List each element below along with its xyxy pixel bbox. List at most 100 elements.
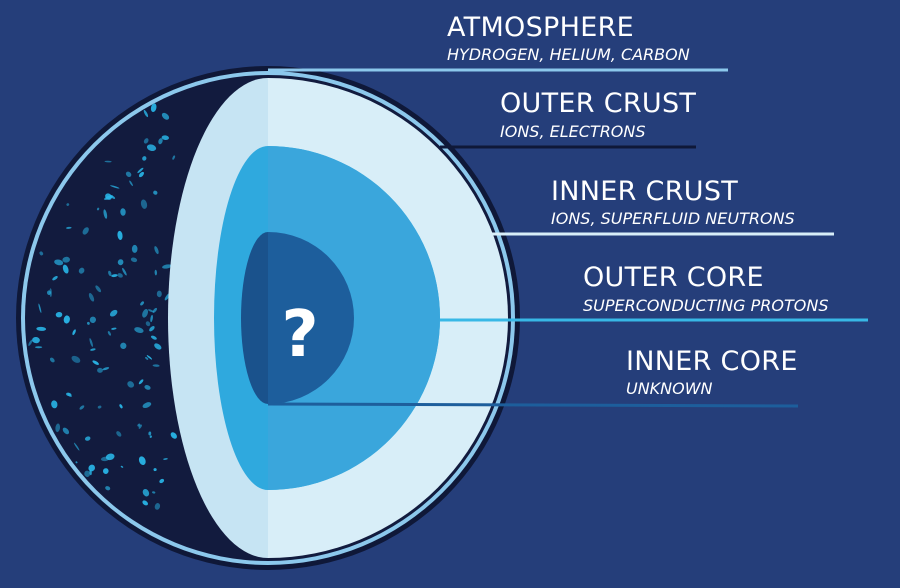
surface-speckle	[62, 256, 70, 263]
surface-speckle	[49, 357, 55, 363]
surface-speckle	[84, 470, 91, 477]
surface-speckle	[116, 431, 122, 437]
surface-speckle	[97, 367, 103, 373]
surface-speckle	[86, 321, 90, 325]
surface-speckle	[148, 431, 152, 436]
surface-speckle	[95, 285, 102, 293]
surface-speckle	[145, 356, 149, 360]
surface-speckle	[102, 468, 109, 474]
surface-speckle	[120, 208, 126, 216]
surface-speckle	[137, 167, 144, 174]
surface-speckle	[62, 264, 69, 274]
surface-speckle	[73, 442, 80, 451]
outer-core-subtitle: SUPERCONDUCTING PROTONS	[583, 296, 829, 315]
surface-speckle	[88, 464, 95, 472]
surface-speckle	[32, 336, 40, 344]
surface-speckle	[119, 404, 123, 409]
surface-speckle	[36, 326, 47, 331]
surface-speckle	[140, 199, 148, 209]
surface-speckle	[138, 456, 146, 466]
surface-speckle	[146, 355, 153, 360]
inner-core-face	[241, 232, 268, 404]
surface-speckle	[75, 461, 78, 464]
surface-speckle	[84, 436, 91, 441]
surface-speckle	[125, 171, 132, 178]
surface-speckle	[161, 112, 170, 120]
surface-speckle	[153, 468, 157, 472]
surface-speckle	[122, 267, 127, 276]
surface-speckle	[104, 160, 112, 163]
surface-speckle	[146, 144, 157, 152]
surface-speckle	[142, 488, 150, 497]
surface-speckle	[143, 109, 149, 118]
surface-speckle	[156, 290, 162, 298]
surface-speckle	[138, 379, 144, 385]
surface-speckle	[130, 257, 138, 263]
surface-speckle	[152, 364, 160, 367]
surface-speckle	[120, 465, 124, 468]
inner-core-subtitle: UNKNOWN	[626, 379, 713, 398]
surface-speckle	[149, 326, 155, 332]
surface-speckle	[46, 290, 52, 295]
surface-speckle	[138, 171, 145, 178]
surface-speckle	[105, 486, 111, 491]
surface-speckle	[66, 203, 70, 206]
surface-speckle	[172, 155, 176, 160]
surface-speckle	[117, 273, 123, 278]
surface-speckle	[39, 251, 44, 256]
surface-speckle	[117, 230, 123, 240]
surface-texture	[28, 103, 177, 510]
surface-speckle	[163, 458, 168, 460]
surface-speckle	[143, 138, 149, 144]
surface-speckle	[148, 309, 154, 313]
surface-speckle	[102, 367, 110, 371]
surface-speckle	[129, 180, 133, 187]
surface-speckle	[152, 491, 156, 494]
surface-speckle	[161, 135, 169, 141]
surface-speckle	[54, 259, 64, 266]
surface-speckle	[142, 156, 147, 161]
surface-speckle	[142, 309, 149, 318]
surface-speckle	[72, 329, 76, 336]
surface-speckle	[82, 227, 89, 235]
surface-speckle	[111, 274, 118, 278]
surface-speckle	[150, 335, 157, 340]
surface-speckle	[140, 301, 144, 306]
surface-speckle	[97, 405, 102, 409]
surface-speckle	[66, 226, 72, 229]
surface-speckle	[138, 424, 142, 429]
surface-speckle	[120, 342, 127, 349]
inner-core-question-mark: ?	[281, 298, 318, 372]
callout-lines	[267, 68, 868, 408]
surface-speckle	[111, 327, 117, 330]
atmosphere-subtitle: HYDROGEN, HELIUM, CARBON	[447, 45, 690, 64]
surface-speckle	[89, 316, 97, 323]
surface-speckle	[142, 500, 148, 506]
leader-inner-core	[267, 402, 799, 408]
surface-speckle	[90, 348, 96, 351]
surface-speckle	[152, 307, 158, 313]
surface-speckle	[108, 270, 112, 277]
inner-core-title: INNER CORE	[626, 346, 798, 377]
surface-speckle	[79, 405, 85, 410]
surface-speckle	[149, 435, 152, 438]
surface-speckle	[88, 293, 95, 302]
surface-speckle	[170, 432, 177, 439]
inner-crust-subtitle: IONS, SUPERFLUID NEUTRONS	[551, 209, 795, 228]
surface-speckle	[96, 207, 100, 211]
surface-speckle	[38, 303, 42, 314]
surface-speckle	[71, 355, 81, 363]
surface-speckle	[52, 275, 58, 281]
surface-speckle	[107, 331, 111, 336]
surface-speckle	[134, 327, 144, 334]
surface-speckle	[162, 264, 172, 269]
surface-speckle	[110, 185, 120, 189]
surface-speckle	[63, 315, 70, 324]
surface-speckle	[100, 456, 110, 462]
outer-crust-subtitle: IONS, ELECTRONS	[500, 122, 646, 141]
surface-speckle	[154, 503, 161, 510]
surface-speckle	[127, 381, 135, 388]
surface-speckle	[144, 385, 151, 390]
